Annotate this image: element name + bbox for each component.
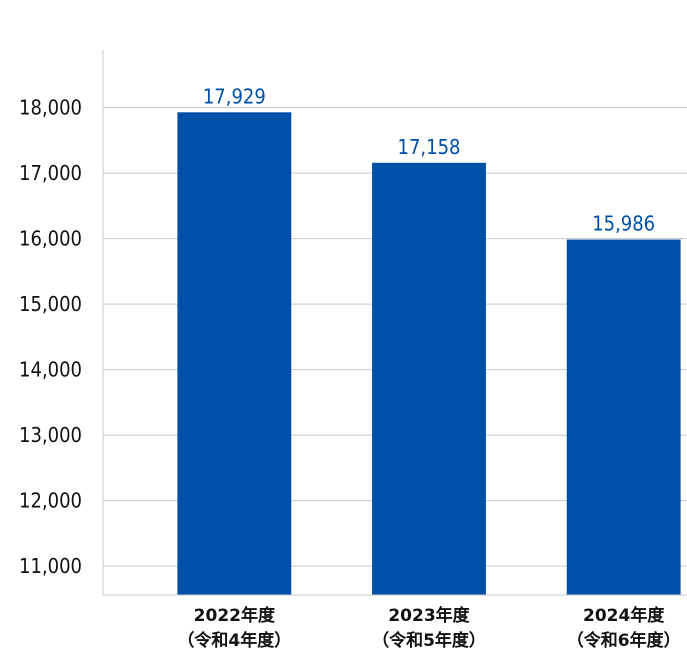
x-tick-label: 2024年度 [583,605,665,626]
y-tick-label: 17,000 [19,161,82,185]
data-labels: 17,929 17,158 15,986 [203,84,655,235]
x-tick-label: （令和6年度） [567,630,681,651]
y-tick-label: 11,000 [19,554,82,578]
bars [177,112,681,595]
x-tick-label: 2022年度 [194,605,276,626]
data-label: 17,158 [398,135,461,159]
data-label: 17,929 [203,84,266,108]
y-tick-label: 13,000 [19,423,82,447]
y-tick-label: 16,000 [19,227,82,251]
y-tick-label: 15,000 [19,292,82,316]
x-tick-label: 2023年度 [388,605,470,626]
data-label: 15,986 [592,212,655,236]
y-tick-label: 18,000 [19,96,82,120]
y-tick-label: 12,000 [19,489,82,513]
x-tick-label: （令和4年度） [177,630,291,651]
y-axis: 11,000 12,000 13,000 14,000 15,000 16,000 17,0… [19,50,104,595]
bar [177,112,292,595]
x-tick-label: （令和5年度） [372,630,486,651]
bar [566,239,681,595]
x-axis-labels: 2022年度 （令和4年度） 2023年度 （令和5年度） 2024年度 （令和6年度） [177,605,680,651]
y-tick-label: 14,000 [19,358,82,382]
bar [372,162,486,595]
